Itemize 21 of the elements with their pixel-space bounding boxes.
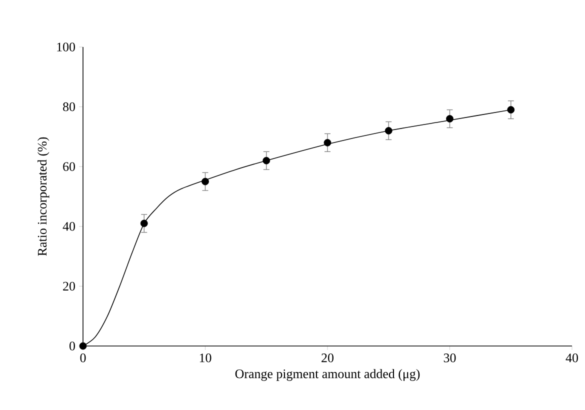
x-tick-label: 20 bbox=[322, 354, 334, 362]
point bbox=[446, 115, 454, 122]
y-tick-label: 100 bbox=[57, 42, 76, 52]
point bbox=[202, 178, 209, 186]
x-tick-label: 40 bbox=[566, 354, 578, 362]
y-tick-label: 20 bbox=[63, 282, 76, 291]
y-tick-label: 40 bbox=[62, 222, 76, 231]
y-tick-label: 60 bbox=[63, 162, 76, 171]
y-axis-title: Ratio incorporated (%) bbox=[37, 137, 50, 256]
x-tick-label: 0 bbox=[80, 354, 86, 362]
x-axis-title: Orange pigment amount added (μg) bbox=[235, 369, 420, 381]
point bbox=[507, 106, 515, 114]
point bbox=[262, 156, 270, 164]
x-tick-label: 10 bbox=[200, 354, 212, 362]
y-tick-label: 0 bbox=[70, 342, 76, 350]
point bbox=[140, 220, 148, 228]
point bbox=[324, 138, 332, 146]
x-tick-label: 30 bbox=[444, 354, 456, 362]
y-tick-label: 80 bbox=[63, 102, 76, 112]
point bbox=[384, 127, 392, 134]
point bbox=[79, 342, 87, 350]
